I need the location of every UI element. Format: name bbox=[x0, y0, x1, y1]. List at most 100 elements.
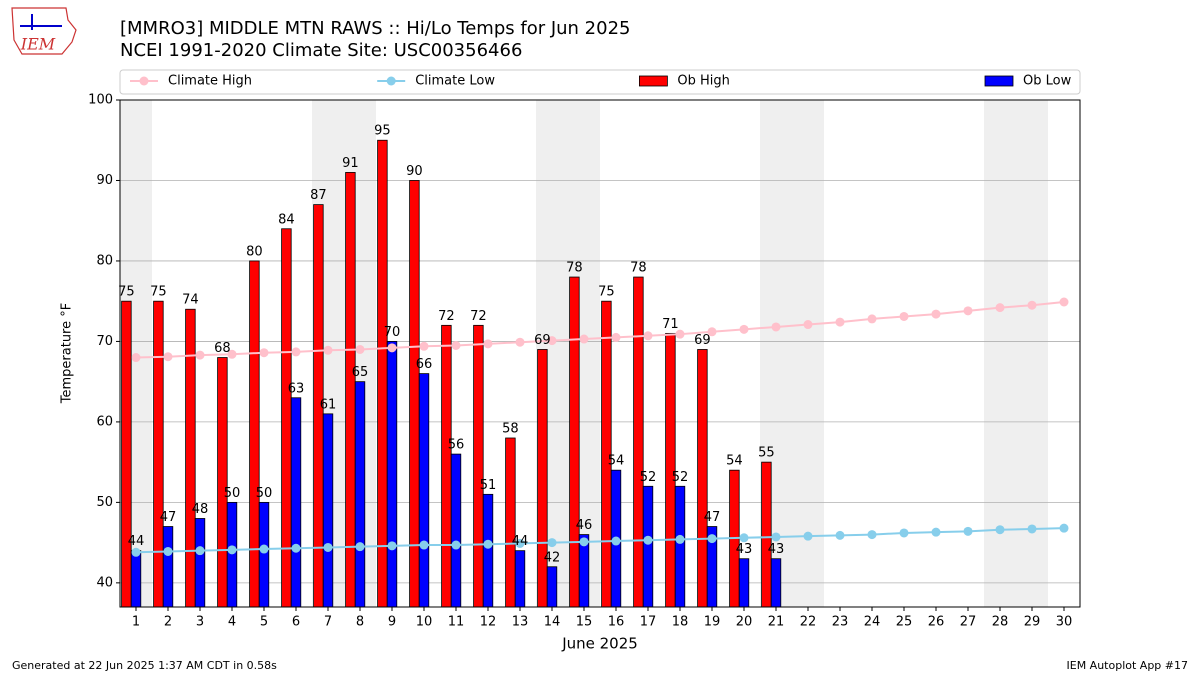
line bbox=[135, 301, 1065, 359]
data-label: 50 bbox=[256, 486, 273, 501]
x-tick-label: 2 bbox=[164, 615, 172, 630]
line-marker bbox=[515, 337, 525, 347]
line-marker bbox=[259, 544, 269, 554]
line-marker bbox=[835, 317, 845, 327]
data-label: 75 bbox=[150, 285, 167, 300]
x-tick-label: 20 bbox=[736, 615, 753, 630]
chart-subtitle: NCEI 1991-2020 Climate Site: USC00356466 bbox=[120, 40, 522, 61]
data-label: 42 bbox=[544, 550, 561, 565]
bar bbox=[249, 260, 260, 608]
data-label: 84 bbox=[278, 212, 295, 227]
x-tick-label: 8 bbox=[356, 615, 364, 630]
bar bbox=[290, 397, 302, 608]
bar bbox=[505, 437, 516, 608]
footer-right: IEM Autoplot App #17 bbox=[1067, 659, 1189, 672]
line-marker bbox=[387, 541, 397, 551]
data-label: 66 bbox=[416, 357, 433, 372]
logo: IEM bbox=[11, 7, 77, 55]
line-marker bbox=[131, 547, 141, 557]
data-label: 72 bbox=[470, 309, 487, 324]
line-marker bbox=[451, 540, 461, 550]
data-label: 95 bbox=[374, 124, 391, 139]
logo-text: IEM bbox=[20, 35, 56, 54]
line-marker bbox=[867, 530, 877, 540]
data-label: 65 bbox=[352, 365, 369, 380]
line-marker bbox=[483, 539, 493, 549]
line-marker bbox=[227, 349, 237, 359]
y-tick-label: 60 bbox=[96, 414, 113, 429]
data-label: 61 bbox=[320, 397, 337, 412]
line-marker bbox=[355, 542, 365, 552]
legend-label: Climate High bbox=[168, 74, 252, 89]
data-label: 69 bbox=[534, 333, 551, 348]
x-tick-label: 27 bbox=[960, 615, 977, 630]
line-marker bbox=[163, 352, 173, 362]
data-label: 80 bbox=[246, 244, 263, 259]
line-marker bbox=[707, 327, 717, 337]
line-marker bbox=[707, 534, 717, 544]
x-tick-label: 16 bbox=[608, 615, 625, 630]
x-tick-label: 12 bbox=[480, 615, 497, 630]
bar bbox=[642, 485, 654, 608]
data-label: 47 bbox=[704, 510, 721, 525]
data-label: 90 bbox=[406, 164, 423, 179]
bar bbox=[537, 349, 548, 608]
bar bbox=[153, 300, 164, 608]
data-label: 52 bbox=[672, 470, 689, 485]
line-marker bbox=[1059, 523, 1069, 533]
x-tick-label: 4 bbox=[228, 615, 236, 630]
line-marker bbox=[419, 540, 429, 550]
x-tick-label: 11 bbox=[448, 615, 465, 630]
x-tick-label: 6 bbox=[292, 615, 300, 630]
line-marker bbox=[579, 334, 589, 344]
line-marker bbox=[1027, 300, 1037, 310]
data-label: 71 bbox=[662, 317, 679, 332]
bar bbox=[217, 357, 228, 608]
line-marker bbox=[483, 339, 493, 349]
data-label: 54 bbox=[608, 454, 625, 469]
line-marker bbox=[355, 344, 365, 354]
x-tick-label: 19 bbox=[704, 615, 721, 630]
x-tick-label: 9 bbox=[388, 615, 396, 630]
line-marker bbox=[547, 336, 557, 346]
legend-swatch bbox=[984, 75, 1014, 87]
line-marker bbox=[227, 545, 237, 555]
bar bbox=[441, 324, 452, 608]
bar bbox=[409, 180, 420, 608]
data-label: 50 bbox=[224, 486, 241, 501]
line-marker bbox=[1059, 297, 1069, 307]
legend-box bbox=[119, 69, 1081, 95]
data-label: 70 bbox=[384, 325, 401, 340]
bar bbox=[761, 461, 772, 608]
bar bbox=[226, 501, 238, 608]
data-label: 51 bbox=[480, 478, 497, 493]
line-marker bbox=[451, 340, 461, 350]
x-tick-label: 5 bbox=[260, 615, 268, 630]
data-label: 52 bbox=[640, 470, 657, 485]
legend-label: Climate Low bbox=[415, 74, 495, 89]
bar bbox=[450, 453, 462, 608]
data-label: 56 bbox=[448, 438, 465, 453]
bar bbox=[162, 526, 174, 608]
data-label: 54 bbox=[726, 454, 743, 469]
x-tick-label: 17 bbox=[640, 615, 657, 630]
bar bbox=[121, 300, 132, 608]
bar bbox=[418, 373, 430, 608]
x-tick-label: 10 bbox=[416, 615, 433, 630]
x-axis-label: June 2025 bbox=[561, 635, 638, 653]
line-marker bbox=[323, 345, 333, 355]
bar bbox=[354, 381, 366, 608]
data-label: 46 bbox=[576, 518, 593, 533]
line-marker bbox=[1027, 524, 1037, 534]
x-tick-label: 7 bbox=[324, 615, 332, 630]
bar bbox=[322, 413, 334, 608]
data-label: 44 bbox=[128, 534, 145, 549]
line-marker bbox=[515, 538, 525, 548]
line-marker bbox=[963, 526, 973, 536]
y-tick-label: 100 bbox=[88, 93, 113, 108]
bar bbox=[514, 550, 526, 608]
legend-label: Ob High bbox=[677, 74, 730, 89]
y-axis-label: Temperature °F bbox=[60, 303, 75, 404]
line-marker bbox=[675, 329, 685, 339]
